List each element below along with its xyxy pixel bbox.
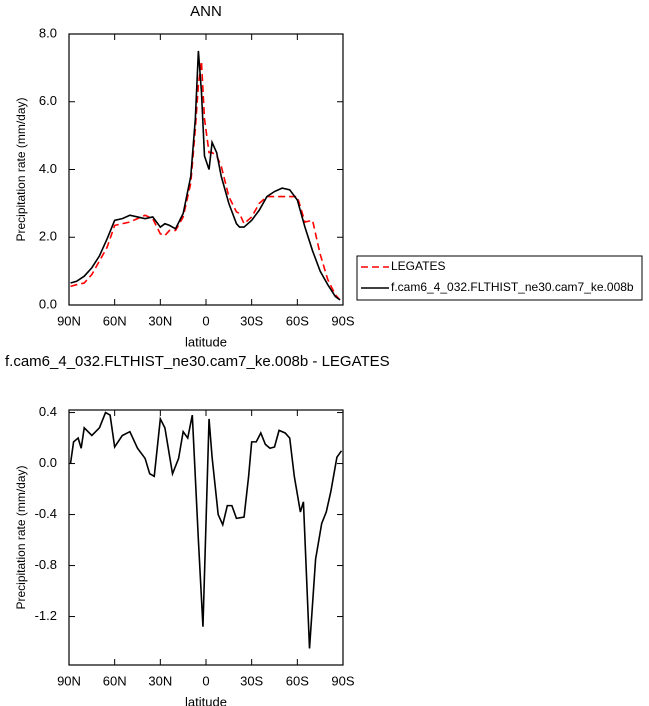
legend-label: f.cam6_4_032.FLTHIST_ne30.cam7_ke.008b (391, 280, 634, 294)
y-tick-label: 2.0 (39, 229, 57, 244)
y-tick-label: -0.8 (35, 557, 57, 572)
x-tick-label: 30S (240, 673, 263, 688)
y-tick-label: 0.0 (39, 455, 57, 470)
plot-frame (68, 409, 344, 666)
x-tick-label: 0 (202, 673, 209, 688)
y-tick-label: 6.0 (39, 93, 57, 108)
y-tick-label: 4.0 (39, 161, 57, 176)
y-tick-label: 8.0 (39, 25, 57, 40)
y-tick-label: -0.4 (35, 506, 57, 521)
x-tick-label: 60S (286, 673, 309, 688)
legend-label: LEGATES (391, 259, 445, 273)
x-tick-label: 60N (103, 673, 127, 688)
x-tick-label: 90N (57, 673, 81, 688)
chart-title: ANN (190, 3, 222, 20)
data-line (70, 50, 341, 301)
x-tick-label: 60N (103, 313, 127, 328)
y-axis-label: Precipitation rate (mm/day) (14, 97, 28, 241)
plot-frame (68, 33, 344, 306)
data-line (70, 60, 341, 301)
y-axis-label: Precipitation rate (mm/day) (14, 465, 28, 609)
chart-title: f.cam6_4_032.FLTHIST_ne30.cam7_ke.008b -… (5, 353, 390, 370)
x-tick-label: 0 (202, 313, 209, 328)
x-tick-label: 90S (331, 313, 354, 328)
legend-box (356, 255, 643, 301)
y-tick-label: 0.4 (39, 404, 57, 419)
y-tick-label: 0.0 (39, 296, 57, 311)
x-tick-label: 90S (331, 673, 354, 688)
x-tick-label: 60S (286, 313, 309, 328)
x-tick-label: 90N (57, 313, 81, 328)
y-tick-label: -1.2 (35, 608, 57, 623)
x-tick-label: 30S (240, 313, 263, 328)
x-tick-label: 30N (148, 313, 172, 328)
data-line (69, 411, 343, 649)
x-axis-label: latitude (185, 334, 227, 349)
x-axis-label: latitude (185, 694, 227, 706)
x-tick-label: 30N (148, 673, 172, 688)
